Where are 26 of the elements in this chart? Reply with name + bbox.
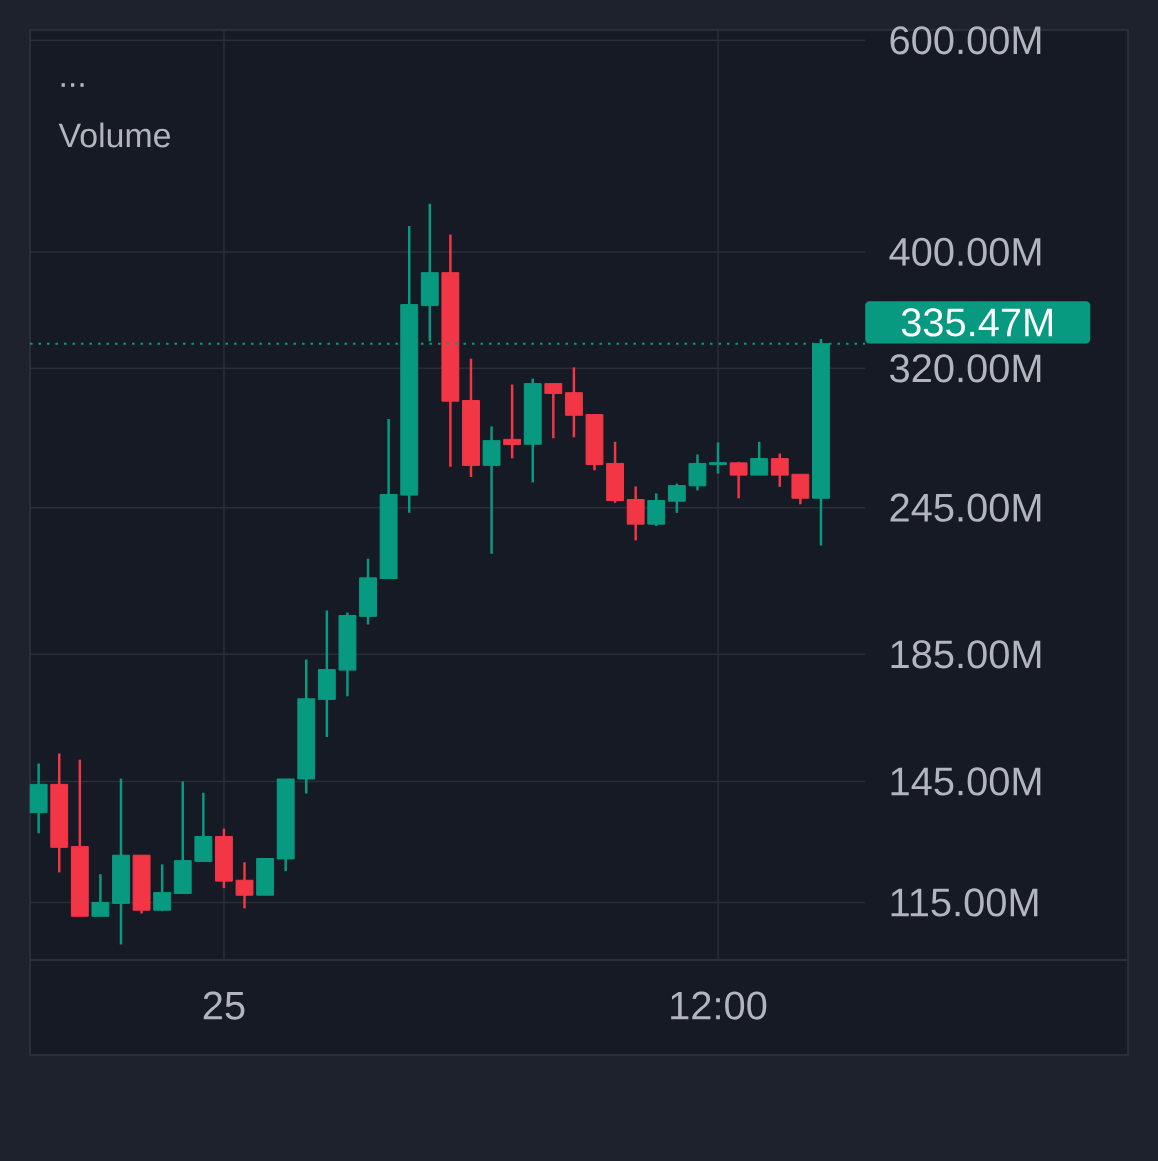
candlestick xyxy=(564,366,583,439)
candlestick xyxy=(544,382,563,440)
y-tick-label: 245.00M xyxy=(890,493,1041,522)
y-tick-label: 115.00M xyxy=(891,888,1038,917)
candlestick xyxy=(729,460,748,500)
candlestick xyxy=(688,453,707,492)
candlestick xyxy=(91,872,110,918)
annotation: ... xyxy=(61,83,84,87)
candlestick xyxy=(647,492,666,528)
y-tick-label: 320.00M xyxy=(890,354,1041,383)
ref-line-label: 335.47M xyxy=(901,308,1052,337)
candlestick xyxy=(667,482,686,515)
candlestick xyxy=(770,452,789,489)
y-tick-label: 400.00M xyxy=(889,237,1041,266)
x-tick-label: 12:00 xyxy=(671,991,767,1020)
candlestick xyxy=(750,440,769,477)
candlestick xyxy=(503,383,522,460)
candlestick xyxy=(153,863,172,913)
candlestick xyxy=(791,473,810,506)
y-tick-label: 185.00M xyxy=(891,640,1041,669)
candlestick xyxy=(235,861,254,910)
y-tick-label: 600.00M xyxy=(890,26,1041,55)
y-tick-label: 145.00M xyxy=(891,767,1041,796)
candlestick xyxy=(709,441,727,475)
text: Volume xyxy=(58,122,170,148)
x-tick-label: 25 xyxy=(203,991,245,1020)
